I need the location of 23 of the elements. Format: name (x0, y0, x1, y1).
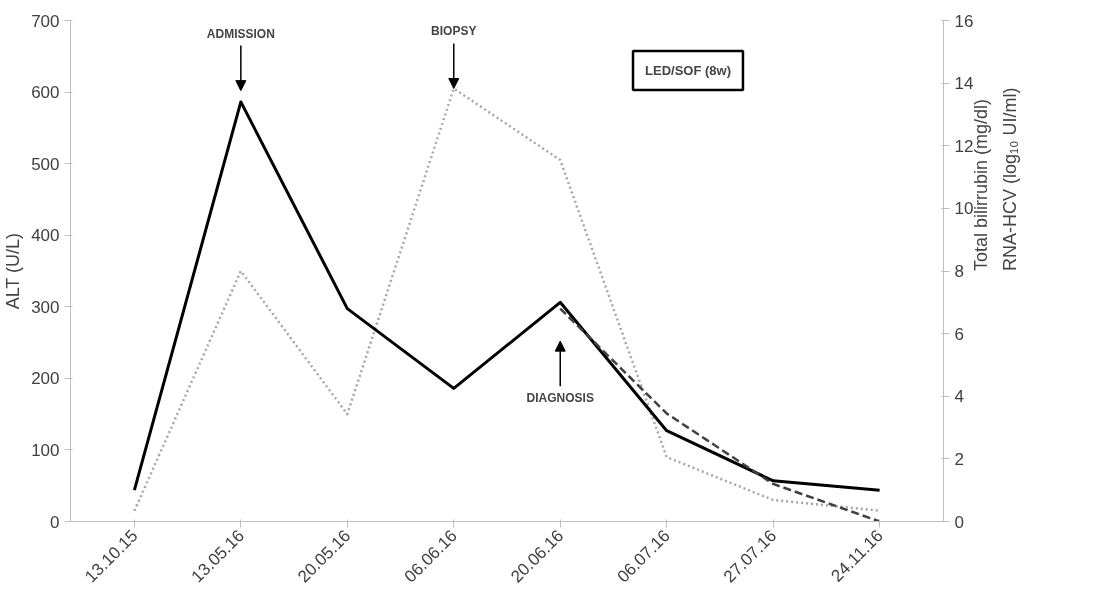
y2-tick-label: 8 (954, 262, 964, 281)
y-tick-label: 600 (31, 83, 60, 103)
y2-tick-label: 14 (954, 74, 974, 94)
y2-tick-label: 12 (954, 136, 974, 156)
y2-tick-label: 6 (954, 324, 964, 344)
y-axis-title: ALT (U/L) (3, 232, 24, 310)
y-tick-label: 200 (31, 369, 60, 389)
y2-tick-label: 10 (954, 199, 974, 219)
y-tick-label: 100 (31, 440, 60, 460)
y-tick-label: 0 (50, 512, 60, 532)
y-tick-label: 400 (31, 226, 60, 246)
annotation: BIOPSY (431, 24, 477, 39)
y3-axis-title: RNA-HCV (log₁₀ UI/ml) (999, 87, 1020, 271)
y-tick-label: 500 (31, 154, 60, 174)
y2-tick-label: 16 (954, 11, 974, 31)
y2-tick-label: 2 (954, 449, 964, 469)
y2-tick-label: 0 (954, 512, 964, 532)
annotation: ADMISSION (206, 26, 275, 41)
y-tick-label: 700 (31, 11, 60, 31)
annotation: LED/SOF (8w) (645, 63, 731, 79)
annotation: DIAGNOSIS (526, 391, 594, 406)
y2-tick-label: 4 (954, 387, 964, 407)
y-tick-label: 300 (31, 297, 60, 317)
